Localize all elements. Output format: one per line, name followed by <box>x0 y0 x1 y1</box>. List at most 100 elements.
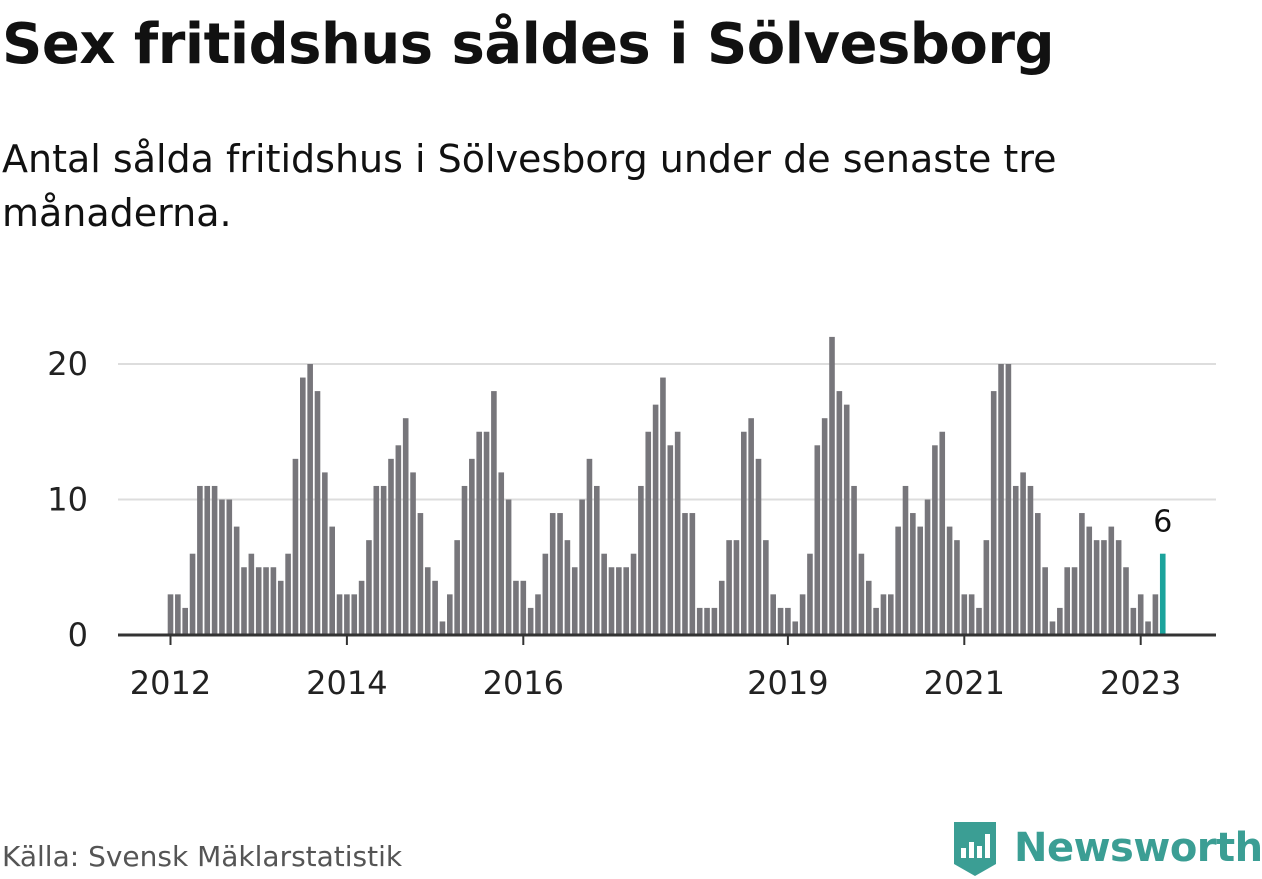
bar <box>718 580 725 635</box>
bar <box>373 485 380 635</box>
bar <box>402 418 409 635</box>
bar <box>645 431 652 635</box>
bar <box>726 540 732 635</box>
bar <box>1057 607 1063 635</box>
bar <box>439 621 446 635</box>
bar <box>1071 567 1078 635</box>
bar <box>1130 607 1137 635</box>
bar <box>983 540 990 635</box>
bar <box>535 594 541 635</box>
bar <box>1123 567 1129 635</box>
bar <box>527 607 534 635</box>
bar <box>821 418 828 635</box>
bar <box>336 594 343 635</box>
bar <box>608 567 615 635</box>
bar <box>990 391 997 635</box>
bar <box>910 513 916 635</box>
bar <box>388 458 394 635</box>
bar <box>513 580 519 635</box>
bar <box>674 431 681 635</box>
bar <box>557 513 563 635</box>
bar <box>829 336 835 635</box>
y-tick-label: 10 <box>47 481 88 519</box>
bar <box>601 553 607 635</box>
bar <box>366 540 372 635</box>
bar <box>814 445 821 635</box>
bar <box>976 607 982 635</box>
bar <box>873 607 879 635</box>
bar <box>748 418 754 635</box>
bar <box>314 391 321 635</box>
bar <box>1108 526 1115 635</box>
bar <box>689 513 696 635</box>
bar <box>1145 621 1151 635</box>
bar <box>564 540 571 635</box>
bar <box>395 445 402 635</box>
bar <box>454 540 460 635</box>
bar <box>505 499 512 635</box>
bar <box>704 607 710 635</box>
bar <box>1020 472 1026 635</box>
bar-latest <box>1159 553 1166 635</box>
latest-value-label: 6 <box>1153 505 1172 540</box>
bar <box>424 567 431 635</box>
bar <box>1042 567 1048 635</box>
bar <box>182 607 188 635</box>
bar <box>711 607 718 635</box>
bar <box>623 567 629 635</box>
bar <box>1115 540 1122 635</box>
x-tick-label: 2019 <box>747 664 828 702</box>
x-tick-label: 2021 <box>924 664 1005 702</box>
bar <box>777 607 784 635</box>
bar <box>255 567 262 635</box>
bars <box>118 336 1216 637</box>
bar <box>902 485 909 635</box>
bar <box>285 553 291 635</box>
bar <box>954 540 960 635</box>
bar <box>1086 526 1093 635</box>
bar <box>1027 485 1034 635</box>
bar <box>167 594 174 635</box>
bar <box>469 458 475 635</box>
bar <box>1005 364 1012 635</box>
y-tick-label: 20 <box>47 345 88 383</box>
bar <box>549 513 556 635</box>
chart-title: Sex fritidshus såldes i Sölvesborg <box>2 12 1055 77</box>
bar <box>270 567 277 635</box>
bar <box>667 445 674 635</box>
bar <box>542 553 549 635</box>
bar <box>946 526 953 635</box>
chart-subtitle: Antal sålda fritidshus i Sölvesborg unde… <box>2 137 1057 235</box>
bar <box>410 472 416 635</box>
bar <box>799 594 806 635</box>
source-note: Källa: Svensk Mäklarstatistik <box>2 840 403 873</box>
bar <box>616 567 622 635</box>
gridlines <box>118 363 1216 501</box>
bar <box>292 458 299 635</box>
y-tick-label: 0 <box>68 616 88 654</box>
bar <box>498 472 505 635</box>
bar <box>571 567 578 635</box>
bar <box>1152 594 1159 635</box>
newsworthy-logo-icon <box>954 822 996 876</box>
bar <box>961 594 968 635</box>
newsworthy-logo-text: Newsworthy <box>1014 825 1262 871</box>
bar <box>175 594 181 635</box>
bar <box>660 377 666 635</box>
bar <box>785 607 791 635</box>
bar <box>586 458 593 635</box>
bar <box>939 431 946 635</box>
bar <box>843 404 850 635</box>
x-tick-label: 2023 <box>1100 664 1181 702</box>
bar <box>322 472 328 635</box>
newsworthy-logo: Newsworthy <box>950 818 1262 878</box>
x-tick-label: 2016 <box>483 664 564 702</box>
bar <box>1079 513 1085 635</box>
bar <box>1049 621 1056 635</box>
bar <box>300 377 306 635</box>
bar <box>329 526 335 635</box>
bar <box>197 485 203 635</box>
bar <box>189 553 196 635</box>
x-tick-label: 2014 <box>306 664 387 702</box>
bar <box>241 567 247 635</box>
